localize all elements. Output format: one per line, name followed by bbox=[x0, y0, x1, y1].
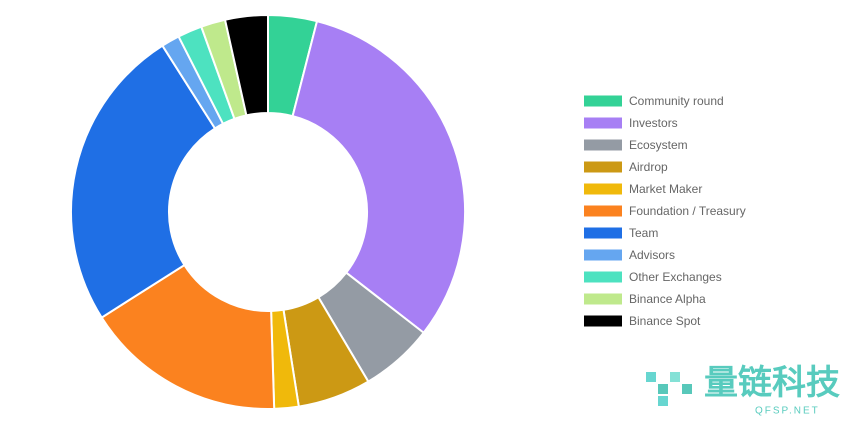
legend-label: Binance Alpha bbox=[629, 292, 706, 306]
legend-swatch bbox=[584, 139, 622, 151]
legend-swatch bbox=[584, 95, 622, 107]
legend-label: Team bbox=[629, 226, 658, 240]
doughnut bbox=[70, 13, 466, 410]
legend-label: Airdrop bbox=[629, 160, 668, 174]
watermark-icon bbox=[682, 384, 692, 394]
slice bbox=[100, 263, 276, 410]
legend-swatch bbox=[584, 161, 622, 173]
legend-swatch bbox=[584, 117, 622, 129]
slice bbox=[291, 19, 466, 335]
watermark-subtitle: QFSP.NET bbox=[755, 406, 820, 417]
legend-swatch bbox=[584, 183, 622, 195]
legend-label: Advisors bbox=[629, 248, 675, 262]
watermark-icon bbox=[658, 384, 668, 394]
legend-label: Investors bbox=[629, 116, 678, 130]
legend-label: Foundation / Treasury bbox=[629, 204, 746, 218]
watermark-icon bbox=[670, 372, 680, 382]
legend-swatch bbox=[584, 271, 622, 283]
slice bbox=[223, 13, 269, 117]
legend-swatch bbox=[584, 293, 622, 305]
legend: Community round Investors Ecosystem Airdrop… bbox=[584, 94, 746, 328]
slice bbox=[70, 44, 217, 319]
watermark-icon bbox=[646, 372, 656, 382]
legend-swatch bbox=[584, 205, 622, 217]
legend-label: Community round bbox=[629, 94, 724, 108]
watermark: 量链科技 QFSP.NET bbox=[646, 364, 840, 417]
watermark-icon bbox=[658, 396, 668, 406]
legend-swatch bbox=[584, 315, 622, 327]
legend-label: Ecosystem bbox=[629, 138, 688, 152]
legend-label: Market Maker bbox=[629, 182, 702, 196]
legend-swatch bbox=[584, 227, 622, 239]
legend-swatch bbox=[584, 249, 622, 261]
legend-label: Other Exchanges bbox=[629, 270, 722, 284]
watermark-title: 量链科技 bbox=[704, 364, 840, 402]
legend-label: Binance Spot bbox=[629, 314, 701, 328]
